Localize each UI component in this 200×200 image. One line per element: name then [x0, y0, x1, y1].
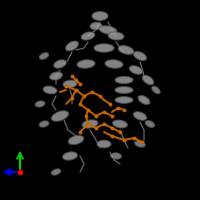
- Ellipse shape: [115, 87, 133, 93]
- Ellipse shape: [152, 86, 160, 94]
- Ellipse shape: [82, 120, 98, 128]
- Ellipse shape: [99, 26, 117, 34]
- Ellipse shape: [35, 101, 45, 107]
- Ellipse shape: [113, 120, 127, 128]
- Ellipse shape: [94, 44, 114, 52]
- Ellipse shape: [90, 22, 102, 30]
- Ellipse shape: [50, 72, 62, 80]
- Ellipse shape: [133, 51, 147, 61]
- Ellipse shape: [54, 60, 66, 68]
- Ellipse shape: [115, 76, 133, 84]
- Ellipse shape: [81, 32, 95, 40]
- Ellipse shape: [97, 140, 111, 148]
- Ellipse shape: [63, 80, 77, 88]
- Ellipse shape: [142, 75, 154, 85]
- Ellipse shape: [51, 111, 69, 121]
- Ellipse shape: [43, 86, 57, 94]
- Ellipse shape: [138, 95, 150, 105]
- Ellipse shape: [145, 121, 155, 127]
- Ellipse shape: [66, 41, 78, 51]
- Ellipse shape: [68, 135, 84, 145]
- Ellipse shape: [118, 46, 134, 54]
- Ellipse shape: [115, 97, 133, 103]
- Ellipse shape: [129, 66, 143, 74]
- Ellipse shape: [39, 121, 49, 127]
- Ellipse shape: [108, 32, 124, 40]
- Ellipse shape: [77, 60, 95, 68]
- Ellipse shape: [92, 11, 108, 21]
- Ellipse shape: [135, 141, 145, 147]
- Ellipse shape: [51, 169, 61, 175]
- Ellipse shape: [63, 152, 77, 160]
- Ellipse shape: [111, 153, 121, 159]
- Ellipse shape: [105, 60, 123, 68]
- Ellipse shape: [39, 53, 49, 59]
- Ellipse shape: [133, 112, 147, 120]
